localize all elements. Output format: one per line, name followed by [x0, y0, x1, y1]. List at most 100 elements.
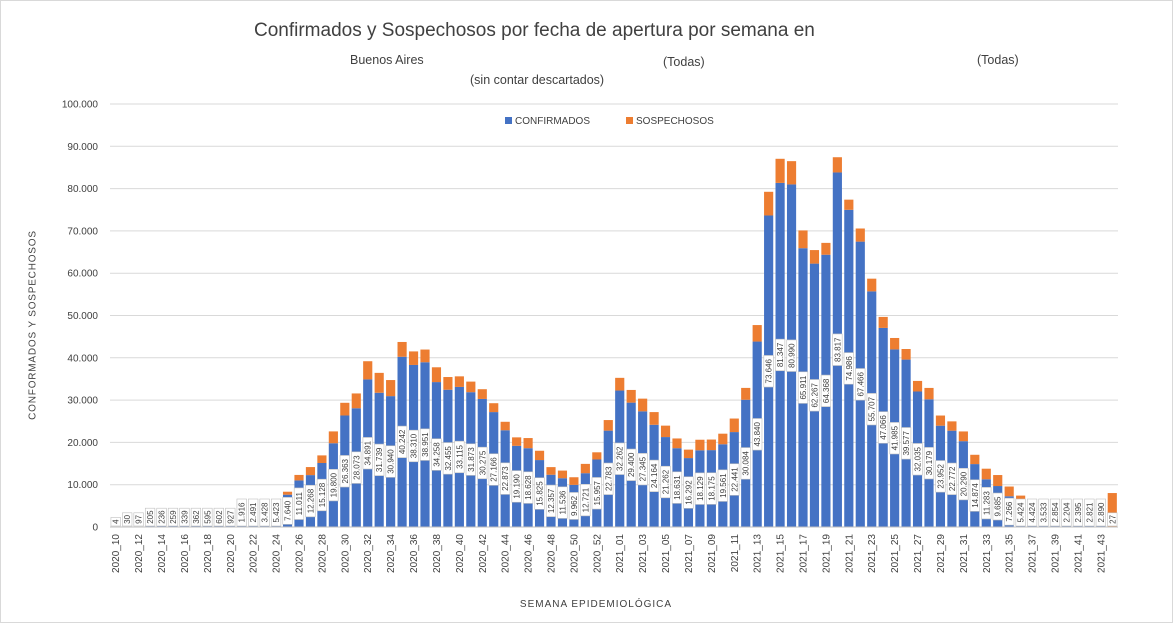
legend-swatch-sospechosos: [626, 117, 633, 124]
legend-item-sospechosos: SOSPECHOSOS: [626, 116, 714, 127]
bar-sospechosos: [317, 455, 327, 464]
bar-sospechosos: [809, 250, 820, 264]
data-label-text: 2.854: [1051, 502, 1060, 523]
bar-sospechosos: [958, 431, 968, 442]
x-axis: 2020_10 2020_12 2020_14 2020_16 2020_18 2020_…: [110, 526, 1118, 573]
data-label: 11.011: [293, 487, 305, 520]
data-label: 927: [225, 507, 236, 527]
data-label-text: 30: [123, 514, 132, 523]
filter-value-1: (Todas): [663, 55, 705, 69]
bar-sospechosos: [924, 387, 934, 400]
data-label-text: 27.345: [639, 456, 648, 481]
data-label-box: [511, 470, 522, 503]
bar-sospechosos: [580, 463, 590, 474]
bar-sospechosos: [672, 438, 682, 449]
bar-sospechosos: [855, 228, 865, 242]
data-label: 38.310: [408, 429, 419, 463]
x-tick-label: 2020_52: [592, 534, 603, 573]
data-label: 30: [122, 512, 133, 527]
data-label-box: [442, 442, 454, 475]
data-label-box: [981, 487, 992, 520]
data-label-text: 29.400: [627, 452, 636, 477]
data-label-text: 31.873: [467, 447, 476, 472]
data-label-box: [362, 437, 373, 470]
y-tick-label: 20.000: [67, 438, 98, 449]
data-label: 43.840: [752, 418, 763, 451]
data-label: 259: [167, 507, 179, 527]
data-label-box: [1049, 498, 1061, 527]
data-label-box: [946, 462, 958, 495]
data-label-text: 64.368: [822, 378, 831, 403]
bar-sospechosos: [282, 491, 293, 495]
bar-sospechosos: [557, 470, 568, 479]
y-tick-label: 80.000: [67, 184, 98, 195]
data-label: 5.424: [1015, 498, 1026, 527]
bar-sospechosos: [981, 468, 991, 480]
data-label-box: [419, 428, 431, 461]
data-label-text: 47.066: [879, 415, 888, 440]
data-label-box: [1061, 498, 1072, 527]
data-label-text: 18.628: [524, 475, 533, 500]
bar-sospechosos: [683, 449, 694, 459]
y-tick-label: 50.000: [67, 311, 98, 322]
data-label: 34.891: [362, 437, 373, 470]
data-label-text: 32.035: [914, 446, 923, 471]
data-label-text: 2.491: [249, 502, 258, 523]
data-label-box: [328, 469, 339, 502]
x-tick-label: 2020_44: [501, 534, 512, 573]
bar-sospechosos: [500, 421, 510, 431]
legend-label-confirmados: CONFIRMADOS: [515, 116, 590, 127]
data-label-box: [935, 460, 946, 493]
data-label: 11.283: [981, 487, 992, 520]
bar-sospechosos: [649, 412, 659, 425]
bar-sospechosos: [328, 431, 338, 444]
data-label-box: [614, 442, 625, 475]
bar-sospechosos: [363, 361, 373, 380]
data-label: 31.873: [465, 443, 476, 476]
filter-value-2: (Todas): [977, 53, 1019, 67]
data-label-text: 22.873: [501, 466, 510, 491]
data-label-text: 38.310: [410, 433, 419, 458]
bar-sospechosos: [660, 425, 671, 438]
x-tick-label: 2021_21: [844, 534, 855, 573]
data-label: 32.455: [442, 442, 454, 475]
data-label-text: 40.242: [398, 429, 407, 454]
data-label-text: 32.455: [444, 446, 453, 471]
data-label: 2.491: [248, 498, 259, 527]
data-label-text: 7.266: [1005, 501, 1014, 522]
data-label: 22.873: [500, 462, 511, 495]
data-label: 18.175: [706, 472, 717, 505]
data-label: 73.646: [763, 355, 774, 388]
x-tick-label: 2020_50: [569, 534, 580, 573]
data-label: 38.951: [419, 428, 431, 461]
bar-sospechosos: [775, 158, 785, 183]
chart-subtitle: (sin contar descartados): [470, 73, 605, 87]
data-label: 47.066: [878, 411, 889, 444]
y-tick-label: 70.000: [67, 226, 98, 237]
x-tick-label: 2021_13: [753, 534, 764, 573]
data-label-text: 19.561: [719, 473, 728, 498]
data-label-text: 4.424: [1028, 502, 1037, 523]
data-label-box: [809, 379, 820, 412]
data-label-box: [969, 479, 980, 512]
data-label: 64.368: [820, 374, 832, 407]
data-label-box: [878, 411, 889, 444]
data-label-text: 55.707: [868, 396, 877, 421]
data-label-box: [225, 507, 236, 527]
data-label-text: 18.631: [673, 475, 682, 500]
data-label-text: 67.466: [856, 372, 865, 397]
data-label-text: 15.957: [593, 480, 602, 505]
grid-lines: [110, 103, 1118, 486]
data-label: 27.166: [488, 453, 499, 486]
data-label-box: [717, 469, 728, 502]
data-label-box: [293, 487, 305, 520]
data-label: 15.957: [591, 477, 602, 510]
bar-confirmados: [168, 525, 178, 527]
data-label: 15.825: [534, 477, 545, 510]
data-label-text: 14.874: [971, 483, 980, 508]
data-label-text: 5.424: [1017, 502, 1026, 523]
data-label-box: [603, 462, 614, 495]
data-label: 22.441: [729, 463, 740, 496]
data-label-box: [591, 477, 602, 510]
